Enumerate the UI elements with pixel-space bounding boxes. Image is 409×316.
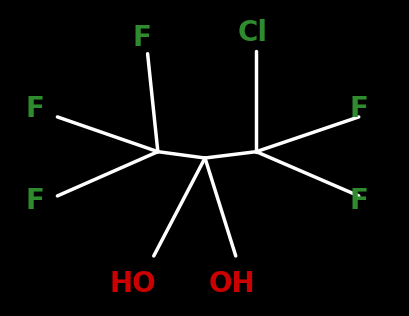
Text: F: F <box>348 95 367 123</box>
Text: Cl: Cl <box>236 19 267 47</box>
Text: HO: HO <box>110 270 156 298</box>
Text: F: F <box>132 24 151 52</box>
Text: F: F <box>25 187 44 215</box>
Text: F: F <box>348 187 367 215</box>
Text: OH: OH <box>208 270 254 298</box>
Text: F: F <box>25 95 44 123</box>
